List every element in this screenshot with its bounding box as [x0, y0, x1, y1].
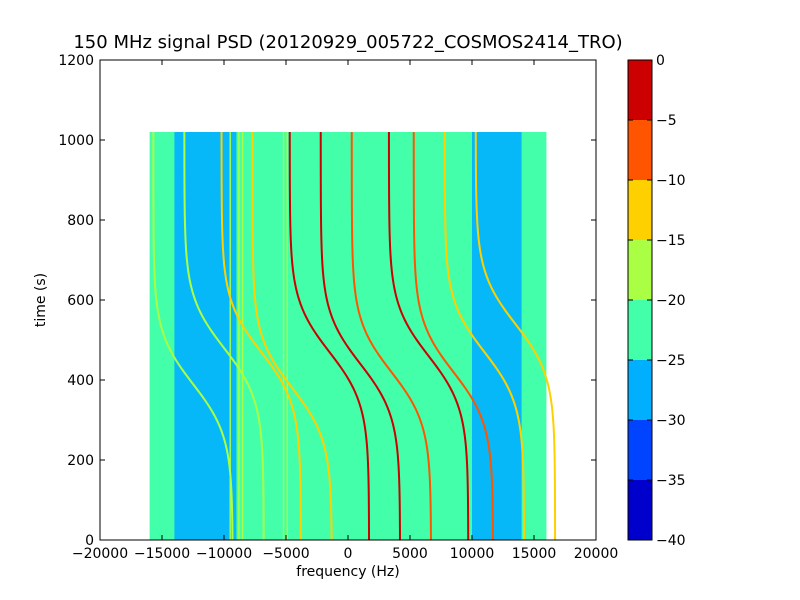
colorbar-tick-label: −30 [656, 413, 686, 429]
y-tick-label: 200 [67, 453, 94, 469]
x-tick-label: 15000 [512, 546, 557, 562]
y-tick-label: 400 [67, 373, 94, 389]
heatmap-trace [183, 132, 265, 541]
colorbar-segment [628, 120, 652, 180]
y-tick-label: 1000 [58, 133, 94, 149]
colorbar-tick-label: −20 [656, 293, 686, 309]
x-tick-label: −15000 [134, 546, 190, 562]
y-axis-label: time (s) [33, 273, 49, 327]
x-tick-label: 10000 [450, 546, 495, 562]
colorbar: 0 −5 −10 −15 −20 −25 −30 −35 −40 [627, 53, 686, 549]
colorbar-segment [628, 180, 652, 240]
heatmap-trace [152, 131, 234, 541]
heatmap-trace [319, 132, 401, 541]
y-tick-label: 1200 [58, 53, 94, 69]
heatmap [149, 131, 557, 541]
x-axis-label: frequency (Hz) [296, 564, 399, 580]
plot-area: −20000 −15000 −10000 −5000 0 5000 10000 15000 20… [58, 53, 618, 562]
colorbar-segment [628, 300, 652, 360]
x-tick-label: −10000 [196, 546, 252, 562]
colorbar-segment [628, 60, 652, 120]
colorbar-segment [628, 360, 652, 420]
x-tick-label: 20000 [574, 546, 619, 562]
heatmap-trace [474, 131, 557, 540]
y-axis: 0 200 400 600 800 1000 1200 [58, 53, 596, 549]
heatmap-trace [350, 132, 432, 541]
heatmap-trace [288, 132, 371, 541]
colorbar-tick-label: −10 [656, 173, 686, 189]
colorbar-tick-label: −40 [656, 533, 686, 549]
colorbar-tick-label: −35 [656, 473, 686, 489]
colorbar-tick-label: 0 [656, 53, 665, 69]
heatmap-trace [412, 132, 494, 541]
heatmap-trace [220, 132, 302, 541]
x-tick-label: −5000 [262, 546, 309, 562]
x-tick-label: −20000 [72, 546, 128, 562]
x-tick-label: 0 [344, 546, 353, 562]
y-tick-label: 600 [67, 293, 94, 309]
y-tick-label: 0 [85, 533, 94, 549]
heatmap-trace [251, 132, 333, 541]
heatmap-low-band [472, 132, 522, 540]
colorbar-tick-label: −15 [656, 233, 686, 249]
x-axis: −20000 −15000 −10000 −5000 0 5000 10000 15000 20… [72, 60, 618, 562]
y-tick-label: 800 [67, 213, 94, 229]
heatmap-trace [387, 131, 470, 541]
colorbar-segment [628, 480, 652, 540]
colorbar-segment [628, 240, 652, 300]
colorbar-segment [628, 420, 652, 480]
colorbar-tick-label: −5 [656, 113, 677, 129]
x-tick-label: 5000 [392, 546, 428, 562]
colorbar-tick-label: −25 [656, 353, 686, 369]
chart-title: 150 MHz signal PSD (20120929_005722_COSM… [73, 32, 622, 53]
heatmap-trace [443, 132, 526, 541]
